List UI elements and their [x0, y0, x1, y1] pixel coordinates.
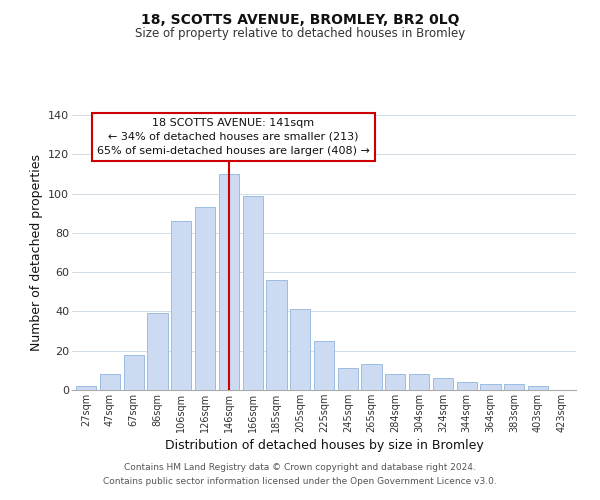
- Bar: [457, 382, 477, 390]
- Y-axis label: Number of detached properties: Number of detached properties: [29, 154, 43, 351]
- Bar: [361, 364, 382, 390]
- Bar: [314, 341, 334, 390]
- Bar: [433, 378, 453, 390]
- Bar: [76, 386, 97, 390]
- Bar: [290, 310, 310, 390]
- Bar: [219, 174, 239, 390]
- Bar: [242, 196, 263, 390]
- Bar: [528, 386, 548, 390]
- Bar: [481, 384, 500, 390]
- Bar: [338, 368, 358, 390]
- Bar: [409, 374, 429, 390]
- Bar: [148, 314, 167, 390]
- Text: 18, SCOTTS AVENUE, BROMLEY, BR2 0LQ: 18, SCOTTS AVENUE, BROMLEY, BR2 0LQ: [141, 12, 459, 26]
- Bar: [195, 208, 215, 390]
- Bar: [385, 374, 406, 390]
- Text: Contains public sector information licensed under the Open Government Licence v3: Contains public sector information licen…: [103, 477, 497, 486]
- Text: 18 SCOTTS AVENUE: 141sqm
← 34% of detached houses are smaller (213)
65% of semi-: 18 SCOTTS AVENUE: 141sqm ← 34% of detach…: [97, 118, 370, 156]
- Bar: [171, 221, 191, 390]
- X-axis label: Distribution of detached houses by size in Bromley: Distribution of detached houses by size …: [164, 439, 484, 452]
- Bar: [504, 384, 524, 390]
- Text: Contains HM Land Registry data © Crown copyright and database right 2024.: Contains HM Land Registry data © Crown c…: [124, 464, 476, 472]
- Text: Size of property relative to detached houses in Bromley: Size of property relative to detached ho…: [135, 28, 465, 40]
- Bar: [266, 280, 287, 390]
- Bar: [124, 354, 144, 390]
- Bar: [100, 374, 120, 390]
